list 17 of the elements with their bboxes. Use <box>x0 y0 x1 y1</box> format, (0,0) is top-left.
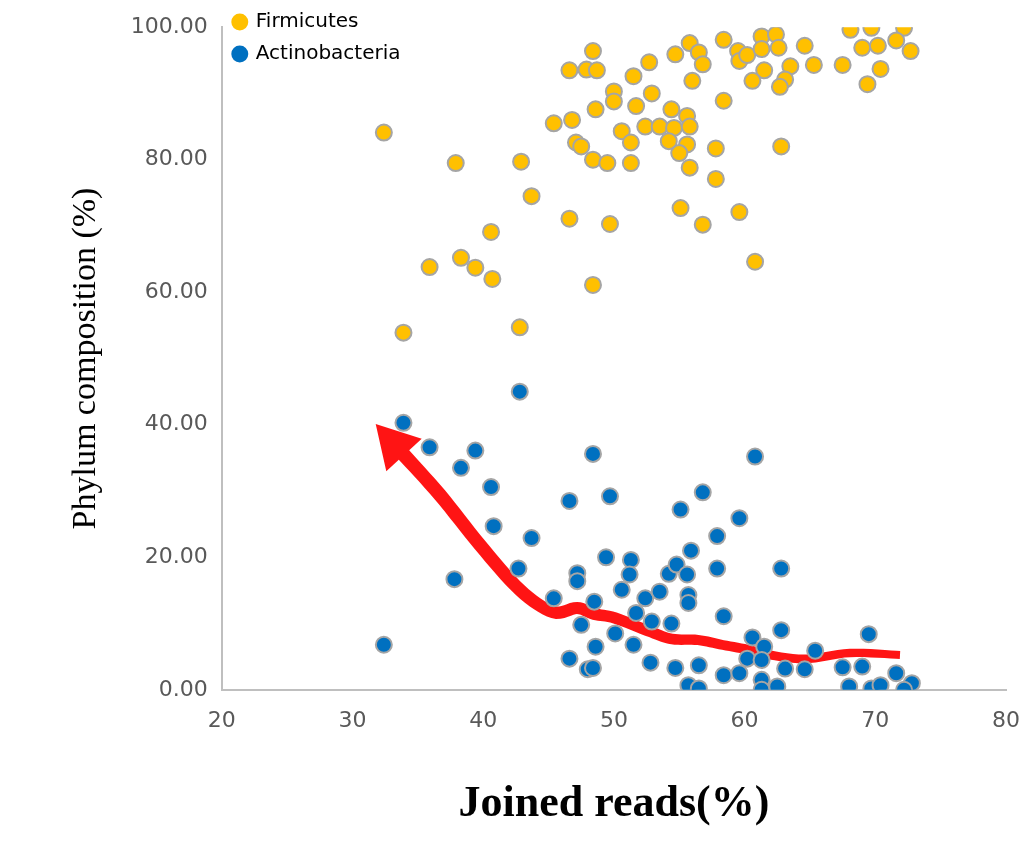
x-tick-label: 50 <box>599 706 628 732</box>
y-tick-label: 100.00 <box>130 12 208 38</box>
x-tick-label: 20 <box>207 706 236 732</box>
x-tick-label: 70 <box>861 706 890 732</box>
x-axis-title: Joined reads(%) <box>458 776 770 826</box>
y-tick-label: 20.00 <box>144 543 208 568</box>
x-tick-label: 80 <box>992 706 1020 732</box>
y-tick-label: 40.00 <box>144 410 208 436</box>
y-axis-title: Phylum composition (%) <box>65 187 104 530</box>
y-tick-label: 80.00 <box>144 145 208 171</box>
y-tick-label: 0.00 <box>158 675 208 701</box>
legend-label: Actinobacteria <box>255 40 401 65</box>
y-tick-label: 60.00 <box>144 277 208 303</box>
x-tick-label: 60 <box>730 706 759 732</box>
x-tick-label: 30 <box>338 706 367 732</box>
legend-label: Firmicutes <box>255 8 359 33</box>
x-tick-label: 40 <box>469 706 498 732</box>
